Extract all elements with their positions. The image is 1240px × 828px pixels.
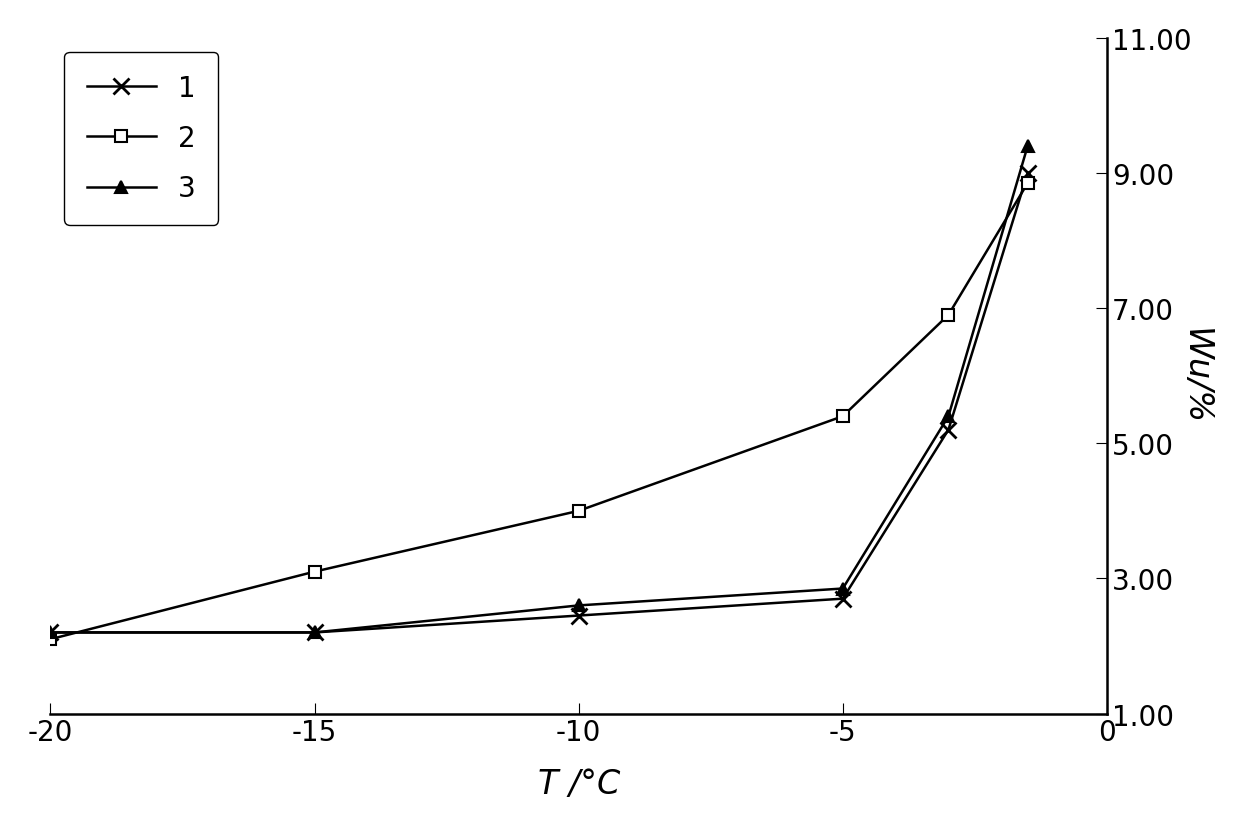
2 <box>1021 179 1035 189</box>
Line: 3: 3 <box>45 141 1034 639</box>
1 <box>836 594 851 604</box>
2 <box>308 567 322 577</box>
3 <box>308 628 322 638</box>
2 <box>43 634 58 644</box>
3 <box>1021 142 1035 152</box>
Legend: 1, 2, 3: 1, 2, 3 <box>64 53 218 225</box>
1 <box>43 628 58 638</box>
2 <box>941 310 956 320</box>
1 <box>1021 169 1035 179</box>
1 <box>941 426 956 436</box>
Line: 1: 1 <box>43 166 1035 640</box>
3 <box>43 628 58 638</box>
1 <box>572 611 587 621</box>
3 <box>941 412 956 421</box>
Y-axis label: Wu/%: Wu/% <box>1179 328 1213 425</box>
Line: 2: 2 <box>45 177 1034 646</box>
1 <box>308 628 322 638</box>
2 <box>572 506 587 516</box>
X-axis label: T /°C: T /°C <box>538 768 620 800</box>
3 <box>836 584 851 594</box>
2 <box>836 412 851 421</box>
3 <box>572 600 587 610</box>
